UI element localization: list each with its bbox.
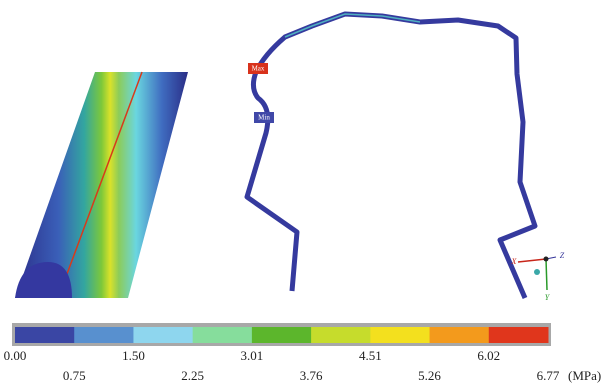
min-label: Min <box>258 114 270 122</box>
z-axis-label: Z <box>560 251 565 260</box>
colorbar-label: 0.00 <box>4 348 27 363</box>
y-axis-label: Y <box>545 293 551 302</box>
colorbar-segment <box>311 327 371 343</box>
colorbar-segment <box>430 327 490 343</box>
colorbar-label: 5.26 <box>418 368 441 383</box>
colorbar-label: 2.25 <box>181 368 204 383</box>
colorbar-label: 6.77 <box>537 368 560 383</box>
colorbar-segment <box>252 327 312 343</box>
colorbar-label: 4.51 <box>359 348 382 363</box>
colorbar-unit: (MPa) <box>568 368 601 383</box>
colorbar-segment <box>74 327 134 343</box>
pipe-section <box>15 72 188 298</box>
colorbar-label: 3.01 <box>241 348 264 363</box>
colorbar-label: 1.50 <box>122 348 145 363</box>
max-label: Max <box>252 65 265 73</box>
colorbar-segment <box>193 327 253 343</box>
x-axis-label: X <box>511 257 518 266</box>
colorbar-label: 3.76 <box>300 368 323 383</box>
axis-triad: X Y Z <box>511 251 565 302</box>
colorbar-label: 6.02 <box>477 348 500 363</box>
colorbar-segment <box>15 327 75 343</box>
max-tag: Max <box>248 63 268 74</box>
colorbar-segment <box>489 327 549 343</box>
min-tag: Min <box>254 112 274 123</box>
colorbar-segment <box>133 327 193 343</box>
colorbar: 0.00 0.75 1.50 2.25 3.01 3.76 4.51 5.26 6.02 6.77… <box>4 327 602 383</box>
colorbar-label: 0.75 <box>63 368 86 383</box>
pipe-wireframe <box>247 14 535 298</box>
colorbar-segment <box>370 327 430 343</box>
figure: Max Min X Y Z 0.00 0.75 1.50 2.25 3.01 3.76 4.… <box>0 0 605 391</box>
